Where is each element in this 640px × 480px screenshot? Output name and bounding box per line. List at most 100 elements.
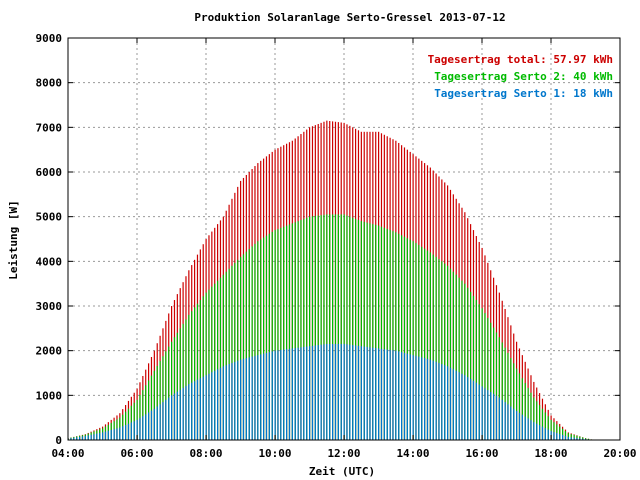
bar xyxy=(438,362,440,440)
bar xyxy=(277,350,279,440)
bar xyxy=(547,416,549,440)
x-axis-ticks: 04:00 06:00 08:00 10:00 12:00 14:00 16:00 18:00… xyxy=(51,38,637,460)
bar xyxy=(314,345,316,440)
bar xyxy=(395,232,397,440)
bar xyxy=(79,436,81,440)
bar xyxy=(127,423,130,440)
bar xyxy=(297,221,299,440)
bar xyxy=(188,314,190,440)
x-tick-label: 16:00 xyxy=(465,447,498,460)
bar xyxy=(329,343,331,440)
y-axis-ticks: 0 1000 2000 3000 4000 5000 6000 7000 8000 9000 xyxy=(36,32,620,447)
bar xyxy=(478,384,480,440)
bar xyxy=(196,379,199,440)
x-tick-label: 10:00 xyxy=(258,447,291,460)
bar xyxy=(139,418,141,440)
bar xyxy=(564,431,567,440)
bar xyxy=(242,254,245,440)
bar xyxy=(544,428,546,440)
bar xyxy=(360,346,362,440)
bar xyxy=(570,437,572,440)
bar xyxy=(562,428,564,440)
bar xyxy=(171,395,173,440)
y-tick-label: 5000 xyxy=(36,211,63,224)
bar xyxy=(306,346,308,440)
bar xyxy=(104,431,107,440)
bar xyxy=(403,352,406,440)
bar xyxy=(429,359,431,440)
bar xyxy=(96,433,98,440)
bar xyxy=(418,356,420,440)
bar xyxy=(375,224,377,440)
bar xyxy=(334,214,337,440)
bar xyxy=(294,348,296,440)
bar xyxy=(119,427,121,440)
bar xyxy=(395,350,397,440)
bar xyxy=(228,364,230,440)
bar xyxy=(432,254,434,440)
bar xyxy=(406,238,408,440)
x-tick-label: 08:00 xyxy=(189,447,222,460)
bar xyxy=(171,341,173,440)
bar xyxy=(130,422,132,440)
bar xyxy=(426,250,429,440)
bar xyxy=(173,393,176,440)
bar xyxy=(332,343,334,440)
bar xyxy=(199,378,201,440)
bar xyxy=(412,355,414,440)
bar xyxy=(303,346,305,440)
bar xyxy=(332,214,334,440)
bar xyxy=(544,412,546,440)
bar xyxy=(185,386,187,440)
bar xyxy=(337,214,339,440)
bar xyxy=(73,437,75,440)
bar xyxy=(366,222,368,440)
bar xyxy=(274,230,276,440)
bar xyxy=(199,300,201,440)
bar xyxy=(470,291,472,440)
y-tick-label: 4000 xyxy=(36,255,63,268)
bar xyxy=(349,344,351,440)
bar xyxy=(355,218,357,440)
bar xyxy=(495,332,498,440)
bar xyxy=(495,395,498,440)
x-tick-label: 04:00 xyxy=(51,447,84,460)
bar xyxy=(257,241,259,440)
bar xyxy=(320,344,322,440)
bar xyxy=(326,214,328,440)
bar xyxy=(527,418,529,440)
bar xyxy=(76,437,78,440)
y-tick-label: 8000 xyxy=(36,77,63,90)
bar xyxy=(242,358,245,440)
bar xyxy=(472,380,475,440)
bar xyxy=(116,428,118,440)
bar xyxy=(107,430,109,440)
bar xyxy=(363,221,365,440)
bar xyxy=(280,349,282,440)
bar xyxy=(539,405,541,440)
bar xyxy=(484,388,486,440)
bar xyxy=(300,347,302,440)
bar xyxy=(504,402,506,440)
bar xyxy=(340,343,342,440)
bar xyxy=(556,424,558,440)
bar xyxy=(125,424,127,440)
bar xyxy=(136,419,138,440)
bar xyxy=(159,361,161,440)
bar xyxy=(527,387,529,440)
bar xyxy=(254,355,256,440)
bar xyxy=(142,390,144,440)
bar xyxy=(309,346,311,440)
bar xyxy=(467,377,469,440)
bar xyxy=(260,239,262,440)
bar xyxy=(240,359,242,440)
bar xyxy=(378,348,380,440)
bar xyxy=(518,412,521,440)
bar xyxy=(424,358,426,440)
y-tick-label: 1000 xyxy=(36,389,63,402)
bar xyxy=(87,435,89,440)
bar xyxy=(156,365,158,440)
bar xyxy=(487,390,489,440)
bar xyxy=(182,323,184,440)
